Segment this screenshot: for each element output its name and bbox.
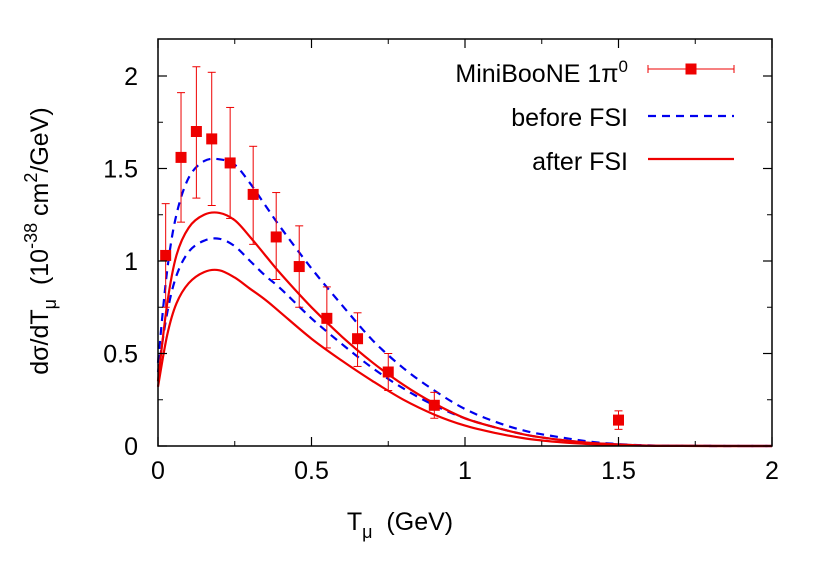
data-point bbox=[321, 286, 333, 349]
data-point bbox=[160, 203, 172, 308]
series-after-fsi-upper bbox=[156, 211, 773, 448]
data-marker bbox=[206, 133, 218, 145]
x-tick-label: 1.5 bbox=[601, 457, 636, 485]
legend-swatches bbox=[647, 63, 735, 161]
data-point bbox=[293, 225, 305, 308]
data-marker bbox=[613, 414, 624, 426]
x-tick-label: 1 bbox=[458, 457, 472, 485]
y-tick-label: 0 bbox=[124, 433, 138, 461]
legend-label-data: MiniBooNE 1π0 bbox=[455, 57, 628, 88]
data-marker bbox=[270, 231, 282, 243]
y-tick-label: 2 bbox=[124, 63, 138, 91]
curves bbox=[156, 157, 773, 448]
data-marker bbox=[224, 157, 236, 169]
legend-swatch-data-marker bbox=[685, 63, 697, 75]
data-point bbox=[247, 145, 259, 245]
data-point bbox=[352, 312, 364, 367]
data-point bbox=[190, 66, 202, 199]
y-tick-label: 1 bbox=[124, 248, 138, 276]
x-axis-label: Tμ (GeV) bbox=[347, 508, 453, 542]
series-after-fsi-lower bbox=[156, 268, 773, 448]
data-marker bbox=[293, 261, 305, 273]
y-axis-label: dσ/dTμ (10-38 cm2/GeV) bbox=[21, 86, 60, 409]
data-marker bbox=[247, 188, 259, 200]
data-marker bbox=[190, 126, 202, 137]
x-tick-label: 0 bbox=[151, 457, 165, 485]
data-point bbox=[613, 410, 624, 430]
data-point bbox=[224, 106, 236, 219]
y-tick-label: 1.5 bbox=[103, 156, 138, 184]
x-tick-label: 2 bbox=[765, 457, 779, 485]
data-points bbox=[160, 66, 624, 430]
data-marker bbox=[382, 366, 394, 378]
data-marker bbox=[160, 249, 172, 261]
data-point bbox=[175, 92, 187, 223]
legend-label-after-fsi: after FSI bbox=[532, 148, 628, 176]
data-point bbox=[270, 192, 282, 280]
data-point bbox=[428, 391, 440, 419]
series-before-fsi-lower bbox=[156, 237, 773, 448]
data-point bbox=[382, 353, 394, 391]
data-point bbox=[206, 71, 218, 206]
data-marker bbox=[352, 333, 364, 345]
plot-frame bbox=[157, 38, 773, 447]
y-tick-label: 0.5 bbox=[103, 341, 138, 369]
tick-labels: 0 0.5 1 1.5 2 0 0.5 1 1.5 2 bbox=[103, 63, 779, 485]
data-marker bbox=[321, 312, 333, 324]
legend-label-before-fsi: before FSI bbox=[511, 104, 628, 132]
series-before-fsi-upper bbox=[156, 157, 773, 448]
ticks bbox=[157, 39, 773, 447]
data-marker bbox=[428, 399, 440, 411]
data-marker bbox=[175, 151, 187, 163]
x-tick-label: 0.5 bbox=[294, 457, 329, 485]
legend: MiniBooNE 1π0 before FSI after FSI bbox=[455, 57, 735, 176]
